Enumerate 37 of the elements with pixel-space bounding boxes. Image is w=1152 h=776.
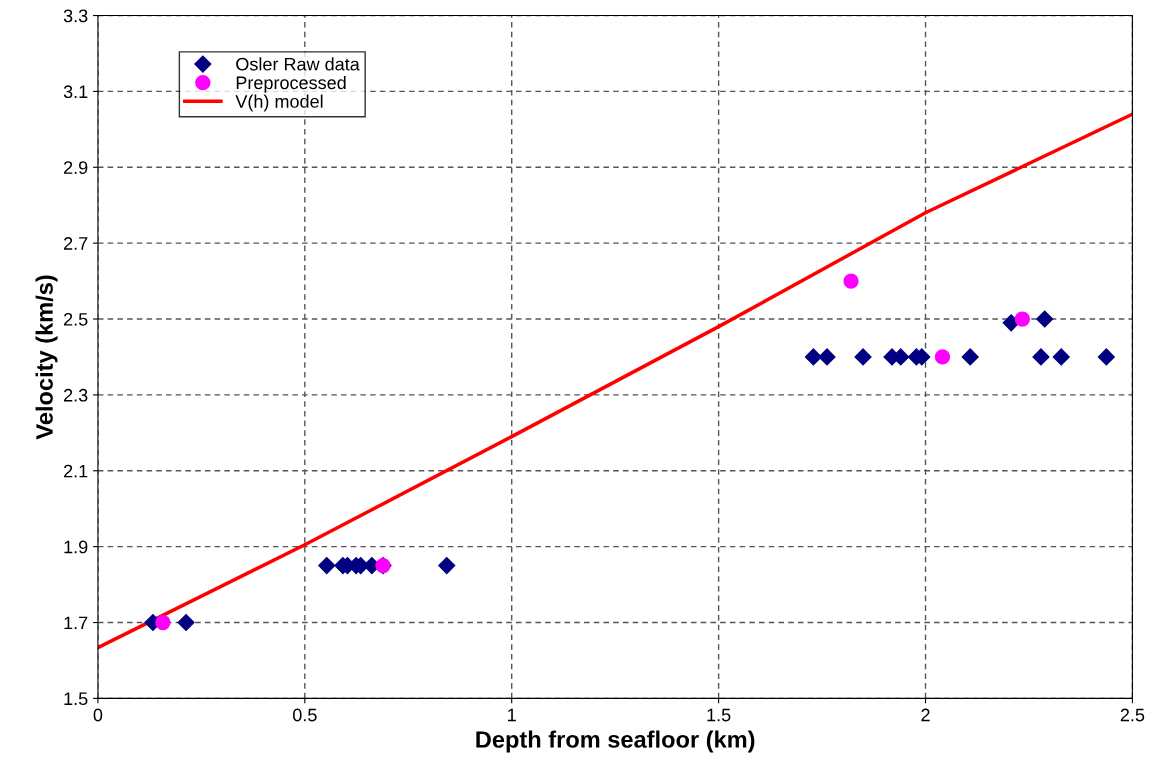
- legend-label: V(h) model: [235, 94, 323, 112]
- point: [1014, 311, 1030, 327]
- y-tick-label: 1.9: [64, 540, 88, 554]
- point: [438, 557, 456, 575]
- point: [1032, 348, 1050, 366]
- x-tick-label: 0.5: [292, 708, 317, 722]
- y-tick-label: 2.3: [64, 388, 88, 402]
- line-series: [97, 112, 1133, 650]
- point: [177, 613, 195, 632]
- point: [961, 348, 979, 366]
- y-tick-label: 2.9: [64, 161, 88, 174]
- x-tick-label: 0: [93, 708, 103, 722]
- y-tick-label: 1.5: [64, 692, 88, 706]
- y-tick-label: 1.7: [64, 616, 88, 630]
- y-axis-title: Velocity (km/s): [35, 275, 58, 440]
- point: [1052, 348, 1070, 366]
- x-tick-label: 1.5: [707, 708, 731, 722]
- point: [1036, 310, 1054, 328]
- point: [854, 348, 872, 366]
- point: [934, 349, 951, 365]
- point: [843, 273, 859, 289]
- y-tick-label: 3.3: [63, 9, 88, 23]
- point: [1097, 348, 1115, 366]
- point: [155, 614, 171, 631]
- legend-label: Osler Raw data: [236, 57, 360, 71]
- x-axis-title: Depth from seafloor (km): [476, 730, 755, 753]
- y-tick-label: 2.7: [64, 237, 88, 250]
- y-tick-label: 2.1: [64, 464, 88, 478]
- y-tick-label: 2.5: [64, 312, 88, 326]
- point: [818, 348, 836, 366]
- point: [318, 557, 336, 575]
- x-tick-label: 2.5: [1120, 708, 1145, 722]
- point: [804, 348, 822, 366]
- x-tick-label: 1: [508, 708, 516, 722]
- legend-label: Preprocessed: [236, 75, 346, 93]
- y-tick-label: 3.1: [63, 85, 88, 99]
- x-tick-label: 2: [921, 708, 930, 722]
